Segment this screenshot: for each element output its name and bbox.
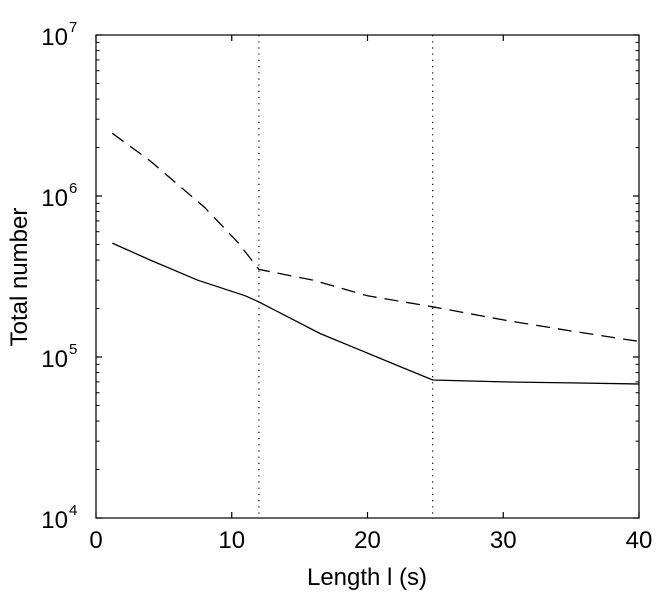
series-layer: [111, 132, 640, 385]
y-tick-label-exponent: 5: [69, 341, 77, 358]
x-tick-label: 20: [354, 527, 381, 554]
plot-area: [95, 34, 640, 519]
series-line-dashed: [111, 132, 640, 343]
x-tick-label: 30: [490, 527, 517, 554]
y-tick-label-exponent: 7: [69, 19, 77, 36]
y-tick-label: 10: [41, 507, 68, 534]
x-axis-ticks: 0 10 20 30 40: [89, 35, 652, 554]
x-tick-label: 10: [218, 527, 245, 554]
y-tick-label-exponent: 4: [69, 502, 77, 519]
x-axis-label: Length l (s): [307, 564, 427, 591]
y-tick-label: 10: [41, 24, 68, 51]
y-tick-label: 10: [41, 185, 68, 212]
y-tick-label: 10: [41, 346, 68, 373]
y-tick-label-exponent: 6: [69, 180, 77, 197]
x-tick-label: 0: [89, 527, 102, 554]
x-tick-label: 40: [626, 527, 653, 554]
series-line-solid: [112, 242, 640, 385]
y-axis-label: Total number: [6, 208, 33, 347]
